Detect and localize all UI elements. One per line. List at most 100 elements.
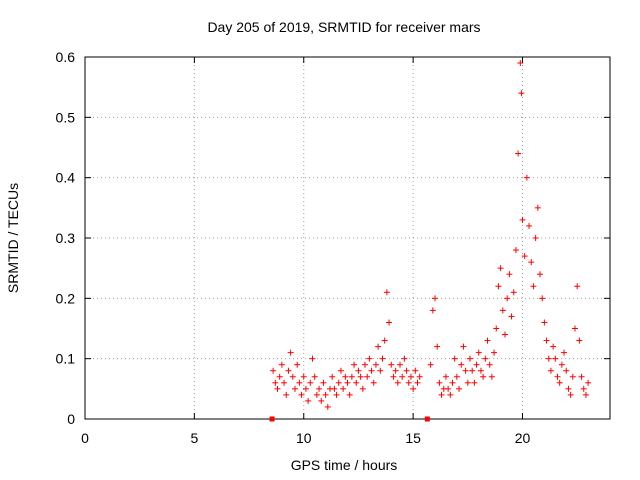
data-point: [434, 343, 441, 350]
data-point: [414, 379, 421, 386]
data-point: [580, 385, 587, 392]
gridlines: [85, 57, 610, 419]
y-tick-label: 0: [67, 411, 75, 427]
data-point: [528, 259, 535, 266]
data-point: [442, 373, 449, 380]
data-point: [368, 367, 375, 374]
data-point: [469, 367, 476, 374]
data-point: [353, 379, 360, 386]
data-point: [276, 373, 283, 380]
data-point: [296, 379, 303, 386]
data-point: [364, 373, 371, 380]
data-point: [320, 379, 327, 386]
data-point: [543, 337, 550, 344]
x-tick-label: 5: [190, 430, 198, 446]
data-point: [534, 204, 541, 211]
y-tick-label: 0.1: [56, 351, 76, 367]
data-point: [574, 283, 581, 290]
data-point: [563, 367, 570, 374]
data-point: [401, 355, 408, 362]
data-point: [392, 367, 399, 374]
axis-ticks: 0 0.1 0.2 0.3 0.4 0.5 0.6 0 5 10 15 20: [56, 49, 610, 446]
data-point: [333, 391, 340, 398]
data-points: [269, 60, 592, 422]
data-point: [495, 283, 502, 290]
data-point: [552, 355, 559, 362]
data-point: [539, 295, 546, 302]
data-point: [379, 355, 386, 362]
data-point: [458, 361, 465, 368]
data-point: [510, 289, 517, 296]
y-tick-label: 0.5: [56, 109, 76, 125]
data-point: [512, 247, 519, 254]
data-point: [453, 373, 460, 380]
data-point: [410, 385, 417, 392]
data-point: [582, 391, 589, 398]
data-point: [305, 397, 312, 404]
data-point: [484, 337, 491, 344]
data-point: [506, 271, 513, 278]
data-point: [309, 355, 316, 362]
data-point: [499, 307, 506, 314]
data-point: [477, 367, 484, 374]
data-point: [523, 174, 530, 181]
data-point: [377, 367, 384, 374]
data-point: [547, 367, 554, 374]
data-point: [491, 349, 498, 356]
data-point: [307, 379, 314, 386]
data-point: [460, 343, 467, 350]
data-point: [270, 367, 277, 374]
data-point: [399, 373, 406, 380]
data-point: [331, 385, 338, 392]
data-point: [569, 373, 576, 380]
x-axis-label: GPS time / hours: [291, 457, 398, 473]
data-point: [394, 379, 401, 386]
data-point: [585, 379, 592, 386]
data-point: [429, 307, 436, 314]
y-tick-label: 0.6: [56, 49, 76, 65]
data-point: [390, 373, 397, 380]
data-point: [565, 385, 572, 392]
data-point: [340, 385, 347, 392]
data-point: [462, 367, 469, 374]
data-point: [445, 385, 452, 392]
data-point: [287, 349, 294, 356]
data-point: [537, 271, 543, 278]
data-point: [316, 385, 323, 392]
data-point: [467, 355, 473, 362]
data-point: [497, 265, 504, 272]
data-point: [521, 253, 528, 260]
data-point: [329, 373, 336, 380]
data-point: [294, 361, 301, 368]
data-point: [281, 379, 288, 386]
data-point: [362, 361, 368, 368]
x-tick-label: 0: [81, 430, 89, 446]
data-point: [438, 391, 445, 398]
data-point: [397, 361, 403, 368]
y-tick-label: 0.3: [56, 230, 76, 246]
gap-marker: [424, 416, 430, 422]
data-point: [471, 379, 478, 386]
data-point: [504, 295, 511, 302]
data-point: [318, 397, 325, 404]
data-point: [324, 403, 331, 410]
data-point: [493, 325, 500, 332]
data-point: [447, 391, 454, 398]
data-point: [278, 361, 285, 368]
data-point: [515, 150, 522, 157]
data-point: [355, 367, 362, 374]
gap-marker: [269, 416, 275, 422]
chart-title: Day 205 of 2019, SRMTID for receiver mar…: [207, 19, 480, 35]
data-point: [572, 325, 578, 332]
data-point: [337, 367, 344, 374]
data-point: [322, 391, 329, 398]
y-tick-label: 0.2: [56, 290, 76, 306]
data-point: [359, 385, 366, 392]
data-point: [289, 373, 296, 380]
data-point: [561, 349, 568, 356]
data-point: [405, 379, 412, 386]
data-point: [272, 379, 279, 386]
data-point: [372, 361, 379, 368]
data-point: [473, 361, 480, 368]
data-point: [556, 379, 563, 386]
